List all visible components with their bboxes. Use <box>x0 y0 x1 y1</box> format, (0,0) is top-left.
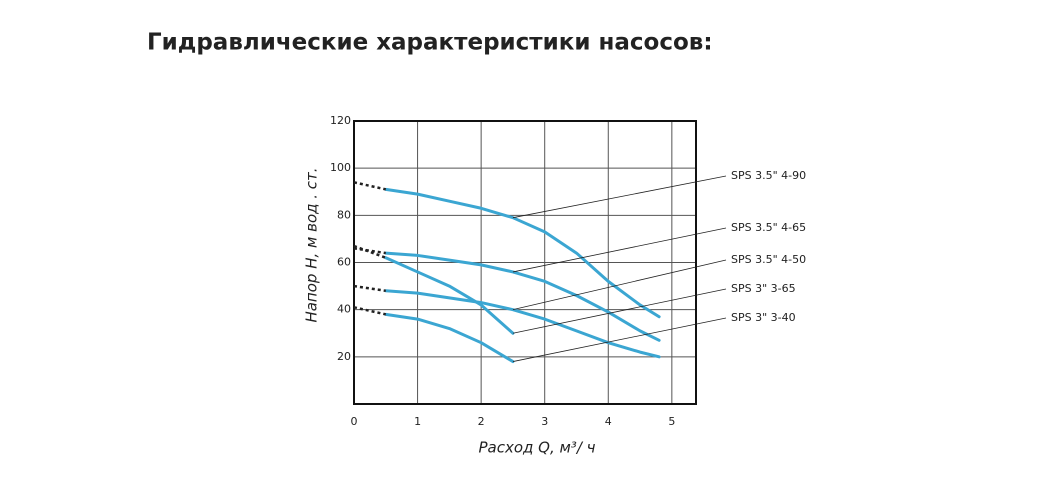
x-tick-label: 1 <box>414 415 421 428</box>
x-tick-label: 4 <box>605 415 612 428</box>
plot-frame <box>353 120 697 405</box>
x-tick-label: 5 <box>668 415 675 428</box>
curve-extrapolation <box>353 244 387 259</box>
legend-label: SPS 3.5" 4-50 <box>731 253 806 266</box>
leader-line <box>512 259 727 311</box>
y-tick-label: 40 <box>337 303 351 316</box>
chart-title: Гидравлические характеристики насосов: <box>147 30 713 56</box>
leader-line <box>512 317 727 362</box>
legend-label: SPS 3" 3-65 <box>731 282 796 295</box>
leader-line <box>512 227 727 273</box>
pump-curve <box>384 251 661 342</box>
y-tick-label: 60 <box>337 256 351 269</box>
legend-label: SPS 3.5" 4-65 <box>731 221 806 234</box>
pump-curve <box>384 289 661 359</box>
pump-curve <box>384 312 515 364</box>
x-tick-label: 3 <box>541 415 548 428</box>
y-tick-label: 100 <box>330 161 351 174</box>
x-tick-label: 0 <box>351 415 358 428</box>
curve-extrapolation <box>353 181 387 191</box>
curve-extrapolation <box>353 306 387 316</box>
pump-curve <box>384 256 515 335</box>
x-tick-label: 2 <box>478 415 485 428</box>
legend-label: SPS 3.5" 4-90 <box>731 169 806 182</box>
leader-line <box>512 175 727 219</box>
curve-extrapolation <box>353 284 386 293</box>
pump-curve <box>384 187 661 319</box>
legend-label: SPS 3" 3-40 <box>731 311 796 324</box>
y-tick-label: 120 <box>330 114 351 127</box>
x-axis-label: Расход Q, м³/ ч <box>478 439 595 457</box>
leader-line <box>512 288 727 334</box>
curve-extrapolation <box>353 247 386 255</box>
y-tick-label: 80 <box>337 208 351 221</box>
y-axis-label: Напор H, м вод . ст. <box>303 167 321 322</box>
y-tick-label: 20 <box>337 350 351 363</box>
